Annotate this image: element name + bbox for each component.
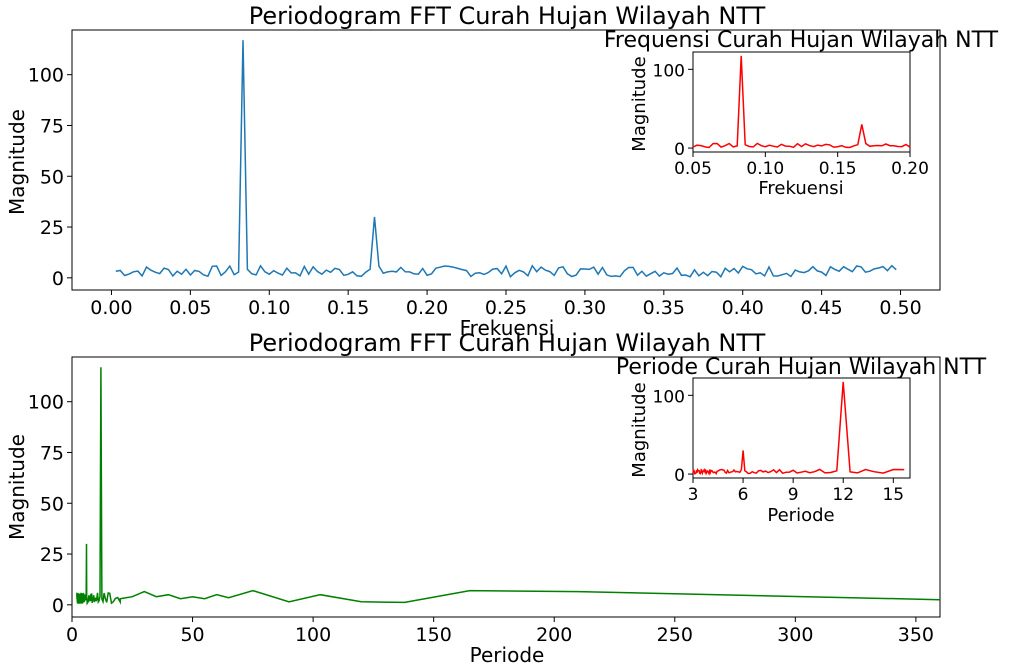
chart_data.1.inset-y-tick-label: 0 bbox=[674, 466, 685, 486]
top-chart-y-ticks: 0 25 50 75 100 bbox=[28, 65, 72, 290]
chart_data.1-x-tick-label: 0 bbox=[66, 624, 78, 646]
chart_data.1-y-tick-label: 50 bbox=[40, 493, 64, 515]
chart_data.1-x-tick-label: 350 bbox=[898, 624, 934, 646]
chart_data.0-x-tick-label: 0.30 bbox=[564, 297, 606, 319]
chart_data.0-x-tick-label: 0.50 bbox=[879, 297, 921, 319]
bottom-chart-x-label: Periode bbox=[470, 643, 545, 667]
chart_data.1.inset-x-tick-label: 15 bbox=[882, 485, 904, 505]
chart_data.1-x-tick-label: 200 bbox=[536, 624, 572, 646]
top-chart-title: Periodogram FFT Curah Hujan Wilayah NTT bbox=[249, 2, 766, 30]
bottom-chart-x-ticks: 0 50 100 150 200 250 300 350 bbox=[66, 617, 934, 646]
chart_data.1-x-tick-label: 300 bbox=[777, 624, 813, 646]
bottom-inset-background bbox=[693, 378, 910, 478]
chart_data.0-x-tick-label: 0.20 bbox=[406, 297, 448, 319]
chart_data.0-y-tick-label: 100 bbox=[28, 65, 64, 87]
chart_data.0-x-tick-label: 0.10 bbox=[248, 297, 290, 319]
chart_data.1-x-tick-label: 150 bbox=[416, 624, 452, 646]
bottom-chart-y-label: Magnitude bbox=[5, 434, 29, 540]
top-inset-frame bbox=[692, 51, 911, 153]
chart_data.1.inset-x-tick-label: 12 bbox=[832, 485, 854, 505]
chart_data.0-x-tick-label: 0.15 bbox=[327, 297, 369, 319]
chart_data.0-y-tick-label: 25 bbox=[40, 217, 64, 239]
bottom-inset-y-ticks: 0 100 bbox=[653, 387, 693, 486]
top-inset-y-label: Magnitude bbox=[629, 56, 650, 151]
chart_data.0-x-tick-label: 0.40 bbox=[722, 297, 764, 319]
chart_data.0.inset-x-tick-label: 0.10 bbox=[746, 159, 784, 179]
chart_data.1-x-tick-label: 50 bbox=[180, 624, 204, 646]
top-chart-y-label: Magnitude bbox=[5, 109, 29, 215]
top-inset-title: Frequensi Curah Hujan Wilayah NTT bbox=[604, 28, 999, 53]
top-inset-chart: Frequensi Curah Hujan Wilayah NTT 0.05 0.… bbox=[604, 28, 999, 199]
top-inset-background bbox=[693, 50, 910, 152]
chart_data.0-x-tick-label: 0.05 bbox=[169, 297, 211, 319]
chart_data.1.inset-x-tick-label: 9 bbox=[788, 485, 799, 505]
bottom-inset-frame bbox=[692, 377, 911, 479]
top-chart-x-label: Frekuensi bbox=[460, 316, 555, 340]
bottom-chart-y-ticks: 0 25 50 75 100 bbox=[28, 392, 72, 617]
top-inset-x-label: Frekuensi bbox=[758, 178, 843, 199]
chart_data.1-x-tick-label: 250 bbox=[657, 624, 693, 646]
chart_data.0-y-tick-label: 50 bbox=[40, 166, 64, 188]
chart_data.1-y-tick-label: 25 bbox=[40, 544, 64, 566]
top-inset-x-ticks: 0.05 0.10 0.15 0.20 bbox=[674, 152, 929, 179]
bottom-inset-x-label: Periode bbox=[767, 505, 834, 526]
chart_data.0-y-tick-label: 0 bbox=[52, 268, 64, 290]
top-chart: Periodogram FFT Curah Hujan Wilayah NTT … bbox=[5, 2, 941, 340]
bottom-inset-y-label: Magnitude bbox=[629, 382, 650, 477]
chart_data.1.inset-y-tick-label: 100 bbox=[653, 387, 685, 407]
chart_data.1-y-tick-label: 75 bbox=[40, 442, 64, 464]
bottom-inset-series-line bbox=[692, 381, 905, 476]
chart_data.0-x-tick-label: 0.00 bbox=[90, 297, 132, 319]
chart_data.1-y-tick-label: 0 bbox=[52, 595, 64, 617]
chart_data.1-y-tick-label: 100 bbox=[28, 392, 64, 414]
chart_data.0.inset-y-tick-label: 0 bbox=[674, 140, 685, 160]
bottom-inset-x-ticks: 3 6 9 12 15 bbox=[688, 478, 904, 505]
chart_data.0.inset-x-tick-label: 0.20 bbox=[891, 159, 929, 179]
chart_data.0-x-tick-label: 0.35 bbox=[643, 297, 685, 319]
bottom-chart-title: Periodogram FFT Curah Hujan Wilayah NTT bbox=[249, 329, 766, 357]
chart_data.0.inset-y-tick-label: 100 bbox=[653, 61, 685, 81]
top-inset-series-line bbox=[692, 55, 911, 149]
bottom-chart-series-line bbox=[76, 367, 941, 606]
chart_data.1.inset-x-tick-label: 6 bbox=[738, 485, 749, 505]
chart_data.1-x-tick-label: 100 bbox=[295, 624, 331, 646]
chart_data.1.inset-x-tick-label: 3 bbox=[688, 485, 699, 505]
chart_data.0-y-tick-label: 75 bbox=[40, 115, 64, 137]
chart_data.0-x-tick-label: 0.45 bbox=[800, 297, 842, 319]
chart_data.0.inset-x-tick-label: 0.15 bbox=[819, 159, 857, 179]
bottom-inset-chart: Periode Curah Hujan Wilayah NTT 3 6 9 12 15 … bbox=[616, 355, 987, 526]
top-inset-y-ticks: 0 100 bbox=[653, 61, 693, 160]
chart_data.0-x-tick-label: 0.25 bbox=[485, 297, 527, 319]
bottom-inset-title: Periode Curah Hujan Wilayah NTT bbox=[616, 355, 987, 380]
chart_data.0.inset-x-tick-label: 0.05 bbox=[674, 159, 712, 179]
bottom-chart-axes-frame bbox=[71, 356, 941, 618]
top-chart-x-ticks: 0.00 0.05 0.10 0.15 0.20 0.25 0.30 0.35 0.40 0.45… bbox=[90, 290, 922, 319]
top-chart-series-line bbox=[115, 40, 897, 278]
bottom-chart: Periodogram FFT Curah Hujan Wilayah NTT … bbox=[5, 329, 941, 667]
